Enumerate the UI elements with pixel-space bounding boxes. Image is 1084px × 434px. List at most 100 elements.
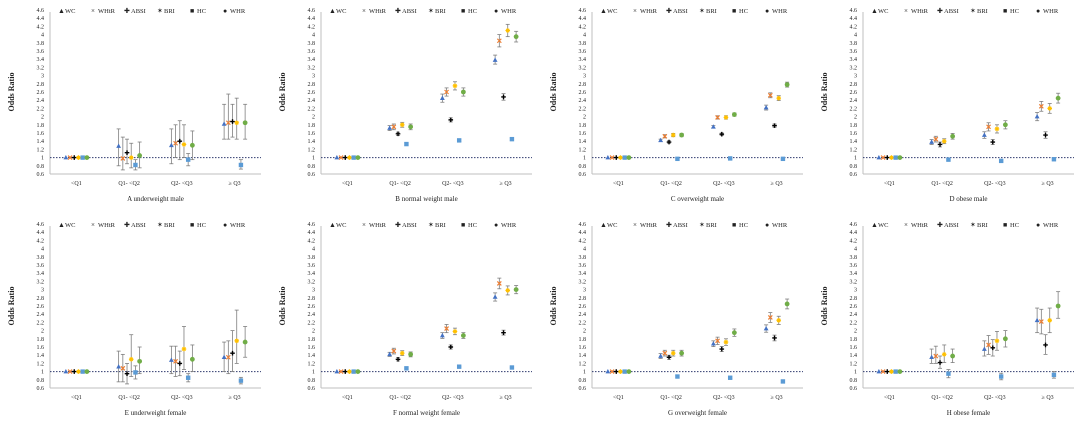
data-point-wc xyxy=(221,121,227,126)
data-point-wc xyxy=(492,294,498,299)
data-point-whr xyxy=(1055,95,1061,101)
y-tick-label: 3.4 xyxy=(37,57,45,63)
legend-marker-whtr: × xyxy=(362,221,366,229)
y-tick-label: 2.2 xyxy=(37,320,45,326)
x-tick-label: Q2- <Q3 xyxy=(984,395,1006,401)
legend-marker-hc: ■ xyxy=(190,7,194,15)
y-tick-label: 3.2 xyxy=(850,279,858,285)
y-tick-label: 0.8 xyxy=(579,164,587,170)
y-tick-label: 4 xyxy=(41,33,44,39)
y-tick-label: 4 xyxy=(854,33,857,39)
legend-marker-wc: ▲ xyxy=(600,221,607,229)
legend-marker-whr: ● xyxy=(765,7,769,15)
y-tick-label: 3 xyxy=(41,74,44,80)
y-tick-label: 2 xyxy=(312,115,315,121)
legend-label-absi: ABSI xyxy=(944,222,959,229)
data-point-bri xyxy=(128,357,134,362)
data-point-hc xyxy=(404,141,409,147)
legend-label-whtr: WHtR xyxy=(640,8,658,15)
x-tick-label: Q2- <Q3 xyxy=(442,181,464,187)
y-tick-label: 2.8 xyxy=(308,296,316,302)
data-point-whr xyxy=(137,358,143,364)
panel-d: ▲ WC × WHtR ✚ ABSI ✶ BRI ■ HC ● WHR 0.6 0.8 1 1.2 1.4 1.6… xyxy=(820,7,1074,203)
legend-label-wc: WC xyxy=(607,8,617,15)
y-axis-title: Odds Ratio xyxy=(7,287,16,326)
y-tick-label: 3.8 xyxy=(37,255,45,261)
y-tick-label: 2.8 xyxy=(850,82,858,88)
legend-marker-wc: ▲ xyxy=(871,7,878,15)
legend-marker-whtr: × xyxy=(91,221,95,229)
y-axis-title: Odds Ratio xyxy=(7,73,16,112)
data-point-whtr xyxy=(1038,103,1044,109)
data-point-wc xyxy=(605,155,611,160)
data-point-whtr xyxy=(444,89,449,95)
y-tick-label: 1.8 xyxy=(579,337,587,343)
data-point-hc xyxy=(622,155,627,160)
data-point-whtr xyxy=(338,369,344,375)
legend-label-hc: HC xyxy=(739,222,748,229)
data-point-whr xyxy=(513,34,519,40)
y-tick-label: 1.8 xyxy=(850,123,858,129)
legend-marker-absi: ✚ xyxy=(666,221,672,229)
y-axis-title: Odds Ratio xyxy=(549,73,558,112)
data-point-wc xyxy=(168,357,174,362)
legend-marker-hc: ■ xyxy=(732,7,736,15)
legend-label-hc: HC xyxy=(1010,222,1019,229)
y-tick-label: 4 xyxy=(41,247,44,253)
data-point-hc xyxy=(1051,372,1057,378)
data-point-whr xyxy=(460,89,466,95)
y-tick-label: 0.6 xyxy=(850,386,858,392)
data-point-bri xyxy=(181,142,187,147)
data-point-bri xyxy=(505,28,511,33)
y-tick-label: 1.2 xyxy=(308,147,316,153)
data-point-whr xyxy=(355,369,361,374)
y-tick-label: 3.2 xyxy=(850,65,858,71)
legend-marker-absi: ✚ xyxy=(937,7,943,15)
y-tick-label: 1.6 xyxy=(37,131,45,137)
y-tick-label: 1.6 xyxy=(308,131,316,137)
data-point-hc xyxy=(185,375,191,380)
y-tick-label: 1 xyxy=(312,370,315,376)
data-point-wc xyxy=(658,137,664,143)
y-tick-label: 3 xyxy=(41,288,44,294)
data-point-hc xyxy=(893,155,898,160)
data-point-bri xyxy=(452,83,458,89)
data-point-hc xyxy=(456,364,462,369)
y-tick-label: 2.2 xyxy=(850,320,858,326)
data-point-absi xyxy=(937,142,943,147)
y-tick-label: 3.4 xyxy=(37,271,45,277)
legend-marker-whr: ● xyxy=(494,221,498,229)
panel-a: ▲ WC × WHtR ✚ ABSI ✶ BRI ■ HC ● WHR 0.6 0.8 1 1.2 1.4 1.6… xyxy=(7,7,261,203)
y-tick-label: 2.2 xyxy=(579,106,587,112)
panel-title: E underweight female xyxy=(125,409,187,417)
data-point-absi xyxy=(772,123,777,128)
data-point-hc xyxy=(238,378,244,383)
data-point-wc xyxy=(1034,317,1040,323)
y-tick-label: 4.2 xyxy=(308,238,316,244)
legend-marker-bri: ✶ xyxy=(157,7,163,15)
panel-title: H obese female xyxy=(947,409,991,417)
y-tick-label: 1.6 xyxy=(579,345,587,351)
data-point-absi xyxy=(884,155,890,160)
y-tick-label: 0.8 xyxy=(37,164,45,170)
y-tick-label: 3.8 xyxy=(579,255,587,261)
x-tick-label: Q2- <Q3 xyxy=(171,181,193,187)
legend-label-hc: HC xyxy=(1010,8,1019,15)
x-tick-label: ≥ Q3 xyxy=(1042,395,1054,401)
data-point-whtr xyxy=(496,38,502,44)
data-point-whtr xyxy=(986,342,991,348)
data-point-hc xyxy=(675,156,680,162)
legend-label-whtr: WHtR xyxy=(369,222,387,229)
y-tick-label: 4.4 xyxy=(850,230,858,236)
y-tick-label: 3 xyxy=(312,74,315,80)
legend-label-whtr: WHtR xyxy=(911,8,929,15)
data-point-hc xyxy=(727,156,733,161)
data-point-absi xyxy=(230,350,235,356)
data-point-absi xyxy=(613,155,619,160)
data-point-whtr xyxy=(225,120,231,126)
data-point-hc xyxy=(351,369,356,374)
y-axis-title: Odds Ratio xyxy=(278,287,287,326)
y-tick-label: 3.6 xyxy=(850,263,858,269)
y-tick-label: 3.8 xyxy=(308,41,316,47)
data-point-whr xyxy=(84,155,90,161)
